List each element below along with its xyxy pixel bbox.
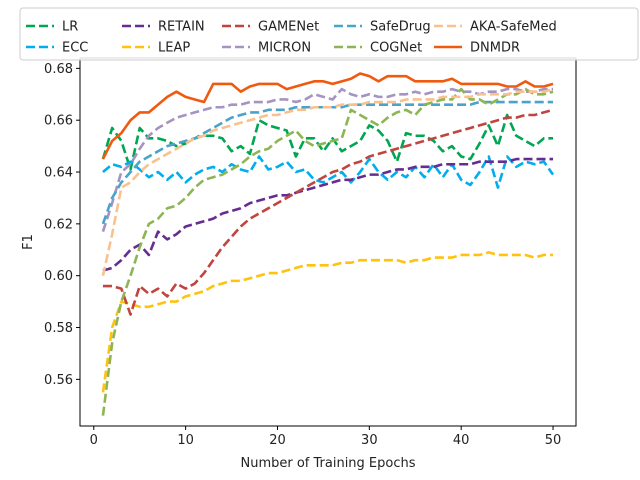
legend-label: COGNet (370, 41, 422, 56)
y-axis-ticks: 0.56 0.58 0.60 0.62 0.64 0.66 0.68 (44, 62, 80, 388)
legend-label: GAMENet (258, 20, 319, 35)
legend-label: RETAIN (158, 20, 205, 35)
legend-label: MICRON (258, 41, 311, 56)
legend-item-lr: LR (26, 20, 78, 35)
y-tick-label: 0.60 (44, 269, 73, 284)
series-line-gamenet (102, 108, 554, 316)
y-axis-label: F1 (21, 234, 36, 250)
legend-item-micron: MICRON (222, 41, 311, 56)
x-tick-label: 30 (361, 433, 378, 448)
legend-item-dnmdr: DNMDR (434, 41, 520, 56)
series-line-retain (102, 157, 554, 272)
legend-frame (19, 7, 639, 61)
legend-item-safedrug: SafeDrug (334, 20, 431, 35)
y-tick-label: 0.56 (44, 373, 73, 388)
legend-item-gamenet: GAMENet (222, 20, 319, 35)
series-line-lr (101, 113, 554, 171)
series-line-ecc (102, 155, 555, 189)
legend: LR ECC RETAIN LEAP GAMENet MICRON SafeDrug COGN… (19, 7, 639, 61)
series-line-cognet (101, 87, 554, 416)
legend-item-ecc: ECC (26, 41, 88, 56)
y-tick-label: 0.68 (44, 62, 73, 77)
legend-label: ECC (62, 41, 88, 56)
x-tick-label: 10 (177, 433, 194, 448)
x-axis-ticks: 0 10 20 30 40 50 (90, 426, 562, 448)
y-tick-label: 0.66 (44, 114, 73, 129)
series-line-dnmdr (101, 72, 554, 160)
legend-item-retain: RETAIN (122, 20, 205, 35)
legend-entries: LR ECC RETAIN LEAP GAMENet MICRON SafeDrug COGN… (26, 20, 557, 56)
series-line-leap (101, 251, 554, 393)
x-axis-label: Number of Training Epochs (240, 456, 415, 471)
x-tick-label: 40 (453, 433, 470, 448)
x-tick-label: 50 (545, 433, 562, 448)
plot-lines (101, 72, 555, 416)
series-line-aka-safemed (101, 87, 554, 276)
legend-item-cognet: COGNet (334, 41, 422, 56)
legend-label: LR (62, 20, 78, 35)
legend-label: SafeDrug (370, 20, 431, 35)
y-tick-label: 0.62 (44, 217, 73, 232)
y-tick-label: 0.58 (44, 321, 73, 336)
x-tick-label: 20 (269, 433, 286, 448)
legend-item-leap: LEAP (122, 41, 190, 56)
legend-item-aka-safemed: AKA-SafeMed (434, 20, 557, 35)
y-tick-label: 0.64 (44, 166, 73, 181)
x-tick-label: 0 (90, 433, 98, 448)
legend-label: AKA-SafeMed (470, 20, 557, 35)
legend-label: DNMDR (470, 41, 520, 56)
legend-label: LEAP (158, 41, 190, 56)
